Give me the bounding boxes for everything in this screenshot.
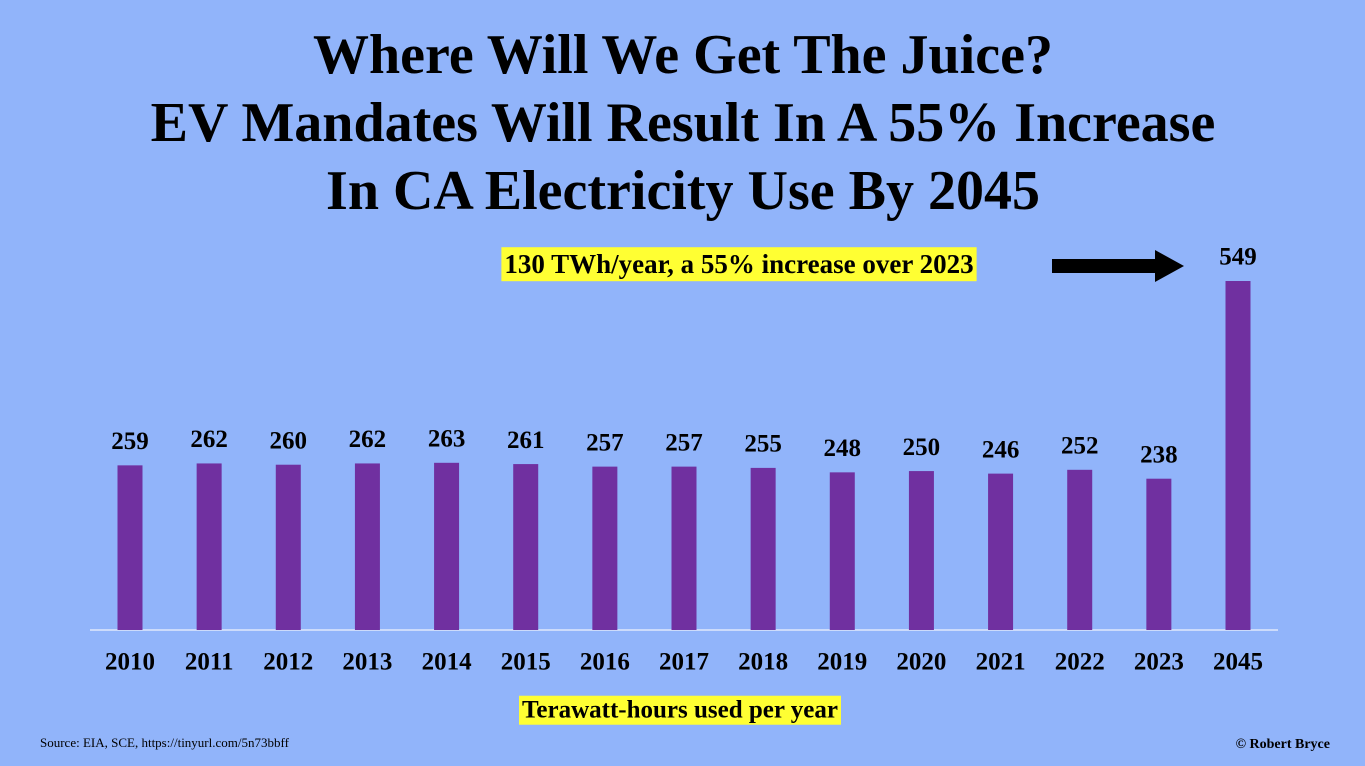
chart-subtitle: In CA Electricity Use By 2045 [326, 160, 1040, 222]
x-tick-label: 2017 [659, 649, 709, 676]
bar [592, 466, 618, 630]
chart-title: Where Will We Get The Juice? [313, 24, 1053, 86]
value-label: 257 [665, 429, 703, 456]
bar [750, 467, 776, 630]
annotation: 130 TWh/year, a 55% increase over 2023 [504, 249, 973, 279]
value-label: 246 [982, 436, 1020, 463]
value-label: 255 [744, 431, 782, 458]
bar [117, 465, 143, 630]
x-tick-label: 2010 [105, 649, 155, 676]
bar [829, 472, 855, 630]
value-label: 261 [507, 427, 545, 454]
value-label: 259 [111, 428, 149, 455]
x-tick-label: 2016 [580, 649, 630, 676]
x-tick-label: 2045 [1213, 649, 1263, 676]
bar [671, 466, 697, 630]
x-tick-label: 2022 [1055, 649, 1105, 676]
value-label: 262 [349, 426, 387, 453]
value-label: 260 [270, 427, 308, 454]
source: Source: EIA, SCE, https://tinyurl.com/5n… [40, 735, 290, 750]
x-tick-label: 2015 [501, 649, 551, 676]
chart-subtitle: EV Mandates Will Result In A 55% Increas… [151, 92, 1216, 154]
bar [513, 464, 539, 630]
value-label: 262 [190, 426, 228, 453]
annotation-highlight [501, 247, 977, 282]
value-label: 549 [1219, 244, 1257, 271]
bar [988, 473, 1014, 630]
x-axis-label: Terawatt-hours used per year [522, 697, 838, 724]
value-label: 248 [824, 435, 862, 462]
x-tick-label: 2012 [263, 649, 313, 676]
bar [196, 463, 222, 630]
arrow-head [1155, 250, 1184, 282]
bar [1225, 281, 1251, 630]
credit: © Robert Bryce [1236, 737, 1330, 752]
bar [908, 471, 934, 630]
bar [1067, 469, 1093, 630]
bar [1146, 478, 1172, 630]
x-tick-label: 2011 [185, 649, 234, 676]
x-tick-label: 2018 [738, 649, 788, 676]
value-label: 257 [586, 429, 624, 456]
x-tick-label: 2021 [976, 649, 1026, 676]
x-tick-label: 2013 [342, 649, 392, 676]
x-tick-label: 2019 [817, 649, 867, 676]
value-label: 263 [428, 426, 466, 453]
bar [434, 462, 460, 630]
x-tick-label: 2020 [896, 649, 946, 676]
x-tick-label: 2023 [1134, 649, 1184, 676]
value-label: 250 [903, 434, 941, 461]
x-label-highlight [519, 695, 841, 725]
x-tick-label: 2014 [422, 649, 473, 676]
value-label: 238 [1140, 441, 1178, 468]
bar [354, 463, 380, 630]
value-label: 252 [1061, 433, 1099, 460]
bar [275, 464, 301, 630]
